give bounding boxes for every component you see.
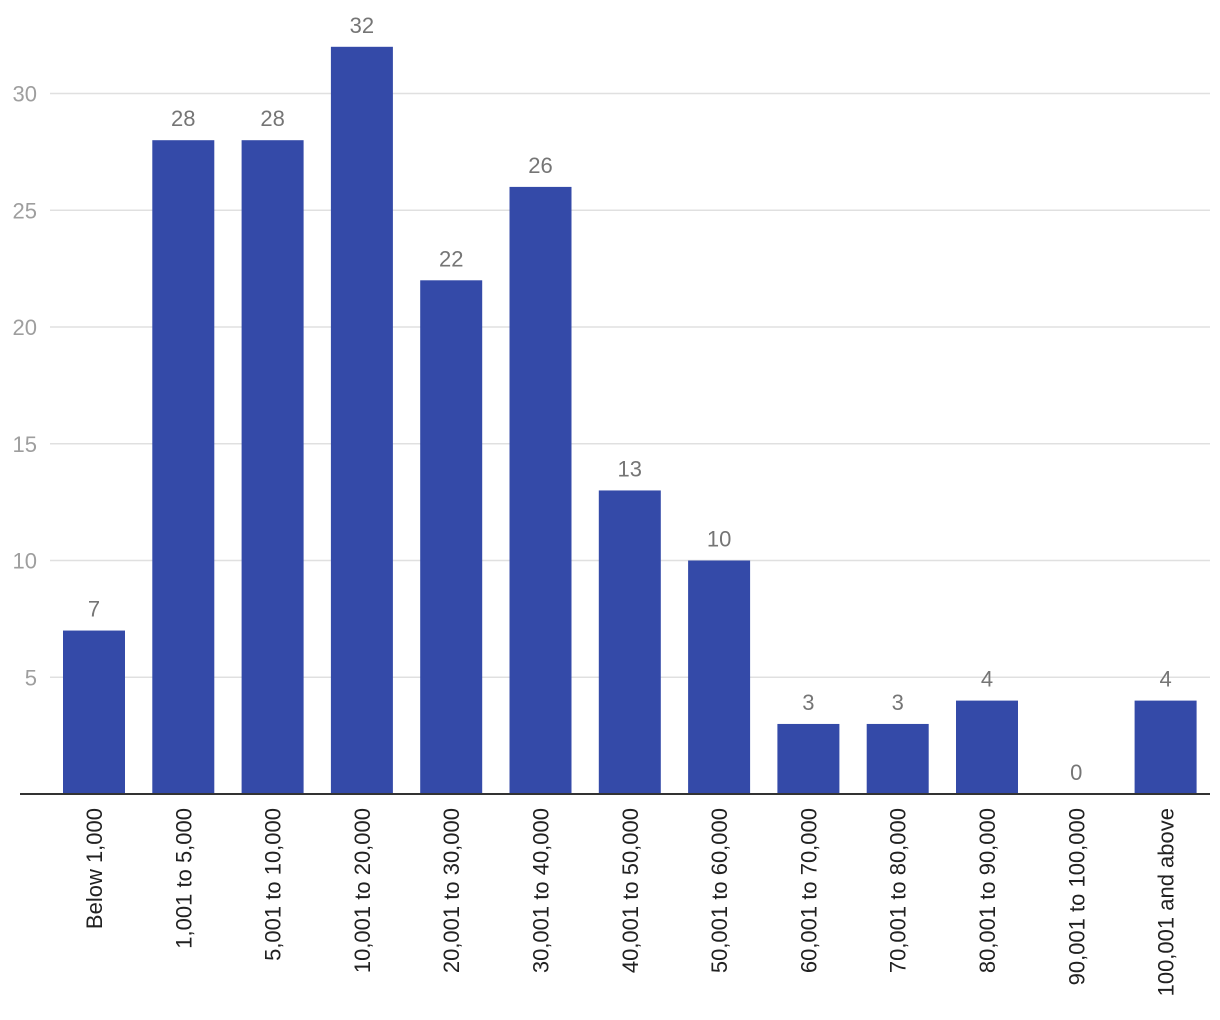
- data-label: 28: [260, 106, 284, 131]
- bar: [1134, 700, 1197, 794]
- data-label: 3: [892, 690, 904, 715]
- x-tick-label: 50,001 to 60,000: [707, 808, 732, 973]
- bar: [777, 723, 840, 794]
- x-tick-label: 100,001 and above: [1154, 808, 1179, 996]
- bar: [509, 186, 572, 794]
- x-tick-label: 60,001 to 70,000: [796, 808, 821, 973]
- data-label: 28: [171, 106, 195, 131]
- data-label: 4: [1159, 667, 1171, 692]
- data-label: 13: [618, 456, 642, 481]
- y-tick-label: 30: [13, 82, 37, 107]
- x-tick-label: 5,001 to 10,000: [261, 808, 286, 961]
- bar: [688, 560, 751, 794]
- data-label: 4: [981, 667, 993, 692]
- data-labels: 7 28 28 32 22 26 13 10 3 3 4 0 4: [88, 13, 1172, 785]
- x-tick-label: 40,001 to 50,000: [618, 808, 643, 973]
- data-label: 22: [439, 246, 463, 271]
- x-tick-label: 10,001 to 20,000: [350, 808, 375, 973]
- y-tick-label: 25: [13, 198, 37, 223]
- bar: [241, 140, 304, 794]
- y-tick-label: 10: [13, 549, 37, 574]
- x-tick-label: 90,001 to 100,000: [1064, 808, 1089, 985]
- data-label: 26: [528, 153, 552, 178]
- bar: [152, 140, 215, 794]
- bar: [956, 700, 1018, 794]
- bars: [63, 46, 1197, 795]
- bar: [598, 490, 661, 794]
- y-tick-label: 5: [25, 665, 37, 690]
- data-label: 7: [88, 597, 100, 622]
- y-tick-label: 20: [13, 315, 37, 340]
- x-axis-ticks: Below 1,000 1,001 to 5,000 5,001 to 10,000…: [82, 808, 1179, 996]
- bar: [330, 46, 393, 795]
- data-label: 0: [1070, 760, 1082, 785]
- bar: [420, 280, 483, 794]
- x-tick-label: 70,001 to 80,000: [886, 808, 911, 973]
- x-tick-label: 1,001 to 5,000: [171, 808, 196, 949]
- x-tick-label: 80,001 to 90,000: [975, 808, 1000, 973]
- bar: [63, 630, 125, 794]
- y-tick-label: 15: [13, 432, 37, 457]
- data-label: 3: [802, 690, 814, 715]
- x-tick-label: 20,001 to 30,000: [439, 808, 464, 973]
- x-tick-label: Below 1,000: [82, 808, 107, 929]
- bar: [866, 723, 929, 794]
- y-axis-ticks: 5 10 15 20 25 30: [13, 82, 37, 691]
- data-label: 10: [707, 527, 731, 552]
- x-tick-label: 30,001 to 40,000: [529, 808, 554, 973]
- data-label: 32: [350, 13, 374, 38]
